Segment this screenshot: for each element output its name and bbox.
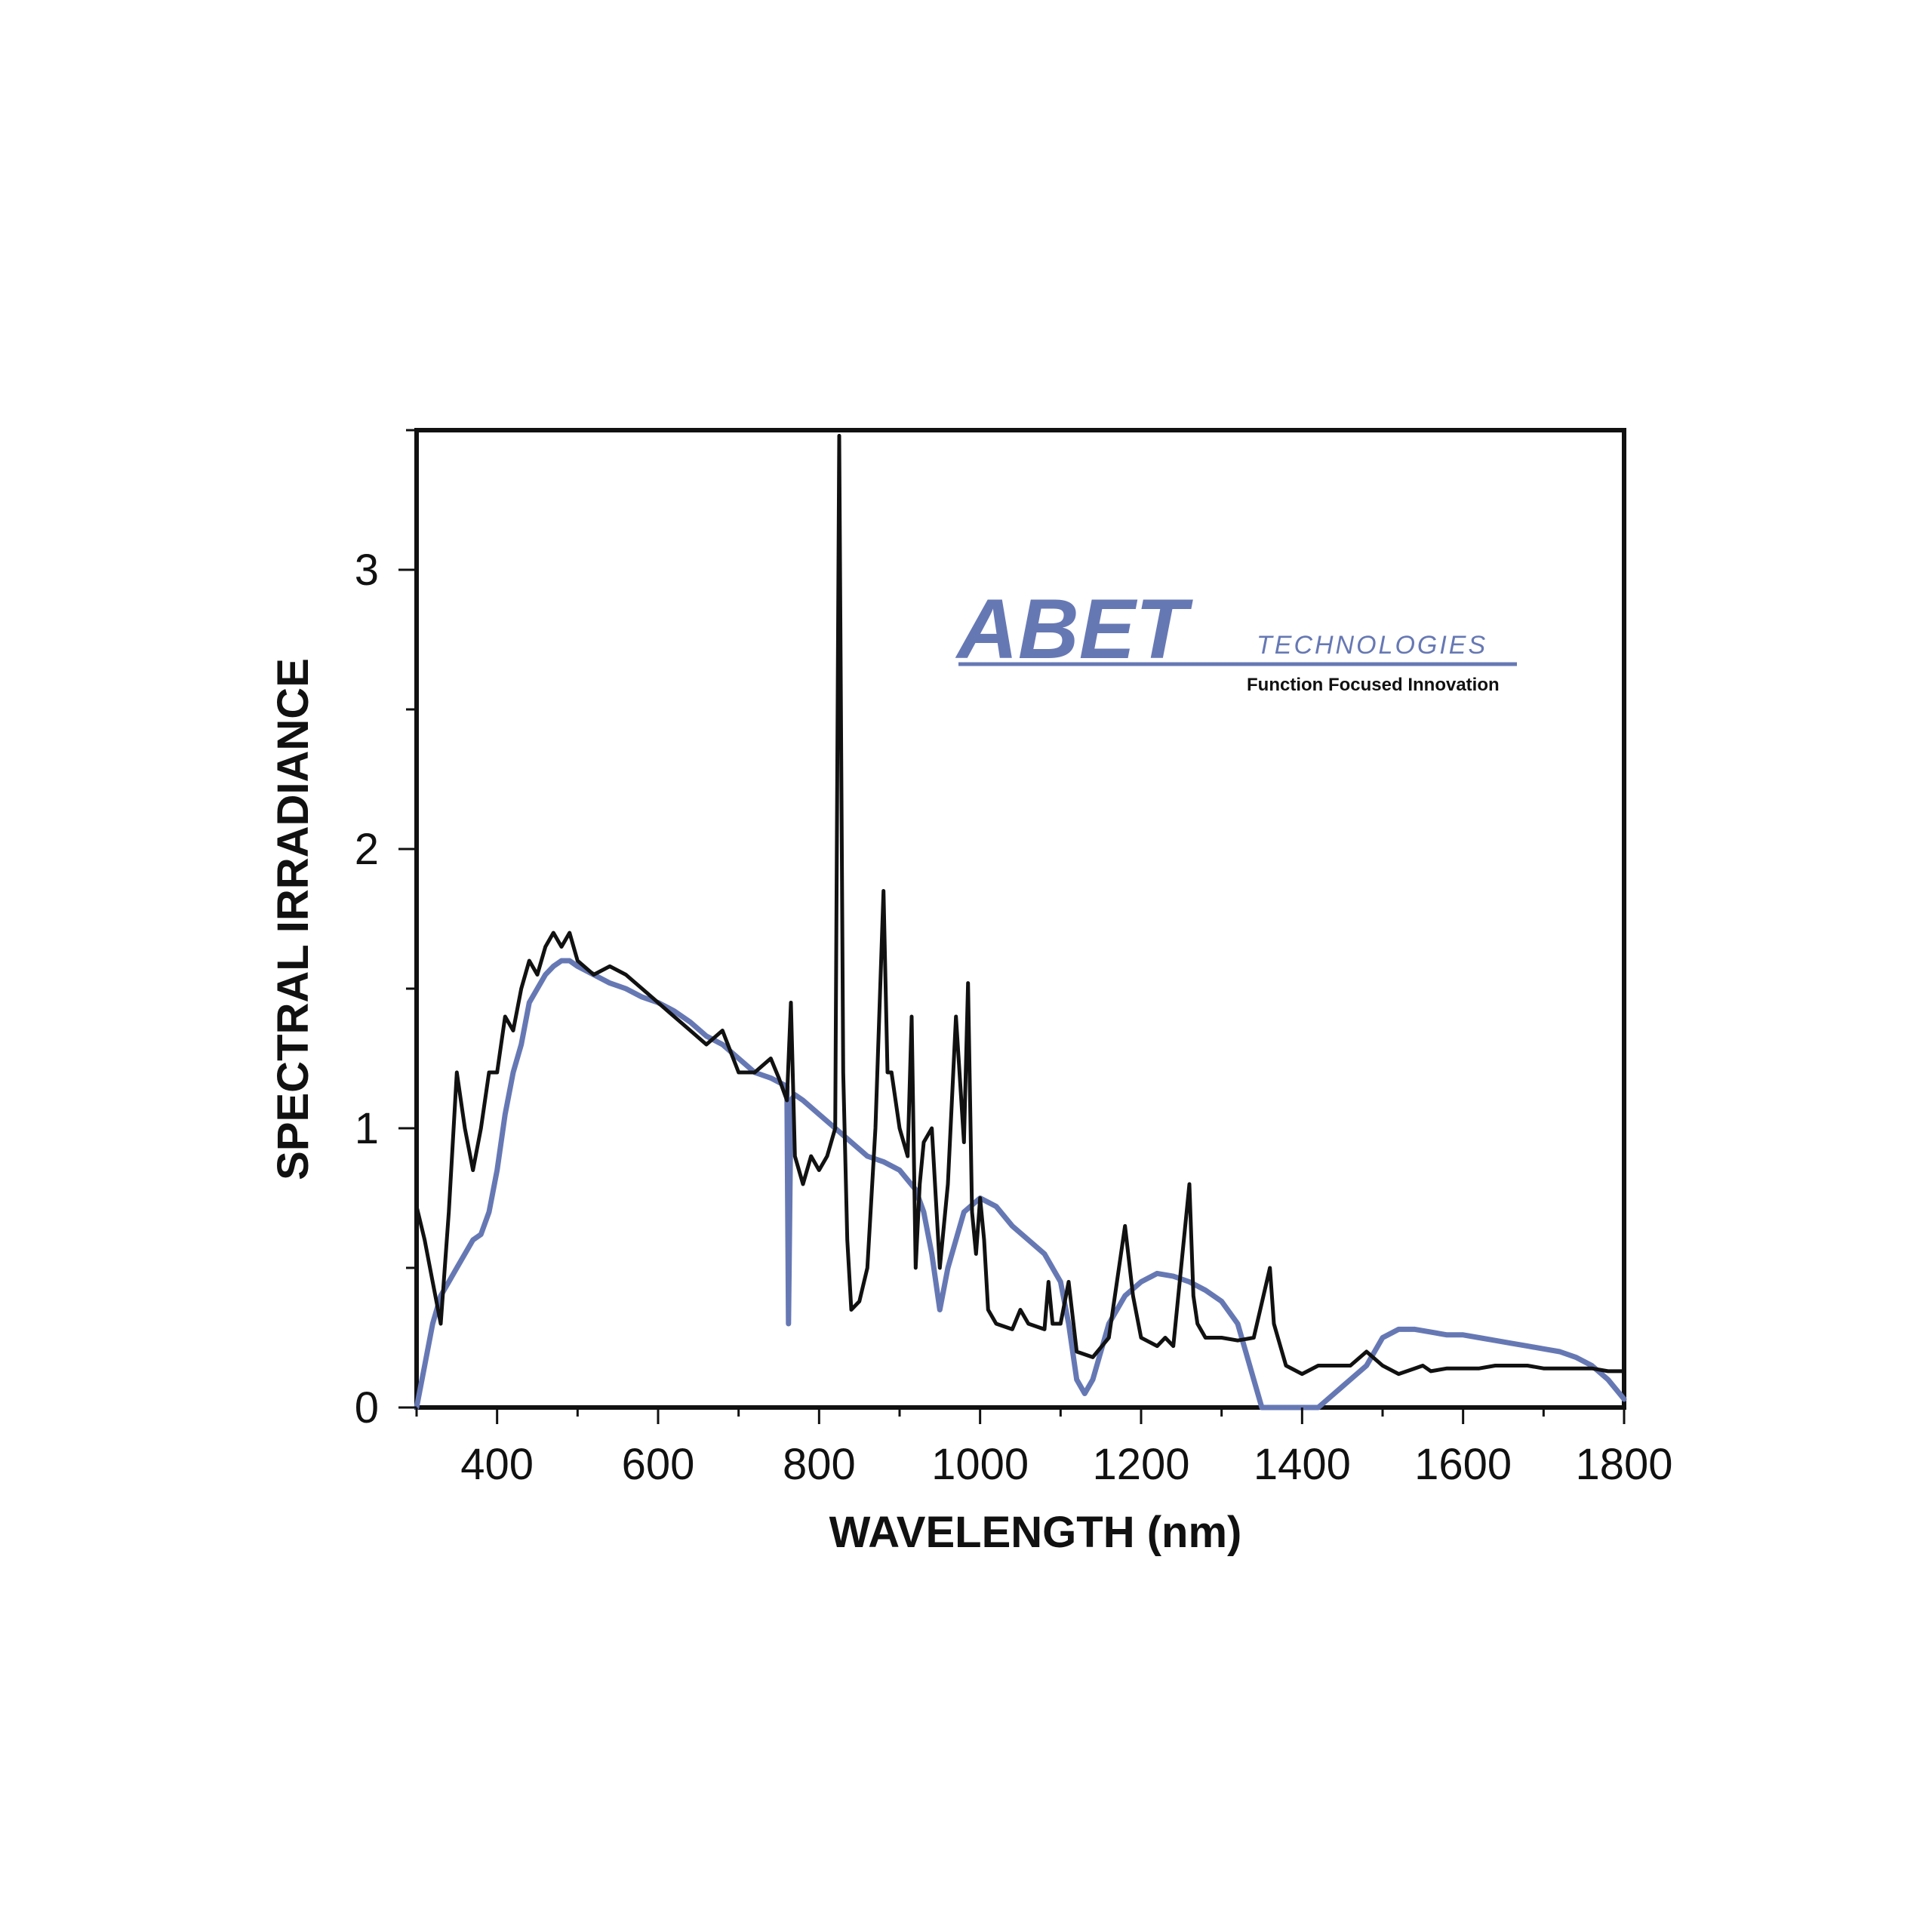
y-tick-label: 2 <box>355 825 379 874</box>
x-tick-label: 1800 <box>1575 1440 1672 1489</box>
x-axis-label: WAVELENGTH (nm) <box>829 1508 1242 1557</box>
series-layer <box>414 433 1627 1411</box>
series-line-black <box>414 433 1626 1377</box>
x-tick-label: 1400 <box>1254 1440 1351 1489</box>
logo: ABET TECHNOLOGIES Function Focused Innov… <box>955 582 1517 695</box>
x-tick-label: 1200 <box>1092 1440 1189 1489</box>
x-tick-label: 1600 <box>1414 1440 1512 1489</box>
x-tick-label: 800 <box>783 1440 856 1489</box>
x-tick-label: 400 <box>460 1440 534 1489</box>
tick-layer: 400 600 800 1000 1200 1400 1600 1800 0 1 2 3 <box>355 429 1673 1489</box>
logo-sub: TECHNOLOGIES <box>1257 631 1487 660</box>
y-tick-label: 0 <box>355 1383 379 1432</box>
plot-frame <box>414 428 1626 1410</box>
logo-tagline: Function Focused Innovation <box>1247 675 1500 695</box>
x-tick-label: 600 <box>622 1440 695 1489</box>
y-axis-label: SPECTRAL IRRADIANCE <box>269 658 318 1180</box>
series-line-blue <box>414 958 1627 1411</box>
y-tick-label: 1 <box>355 1104 379 1153</box>
y-tick-label: 3 <box>355 546 379 595</box>
x-tick-label: 1000 <box>931 1440 1029 1489</box>
logo-name: ABET <box>955 582 1193 676</box>
